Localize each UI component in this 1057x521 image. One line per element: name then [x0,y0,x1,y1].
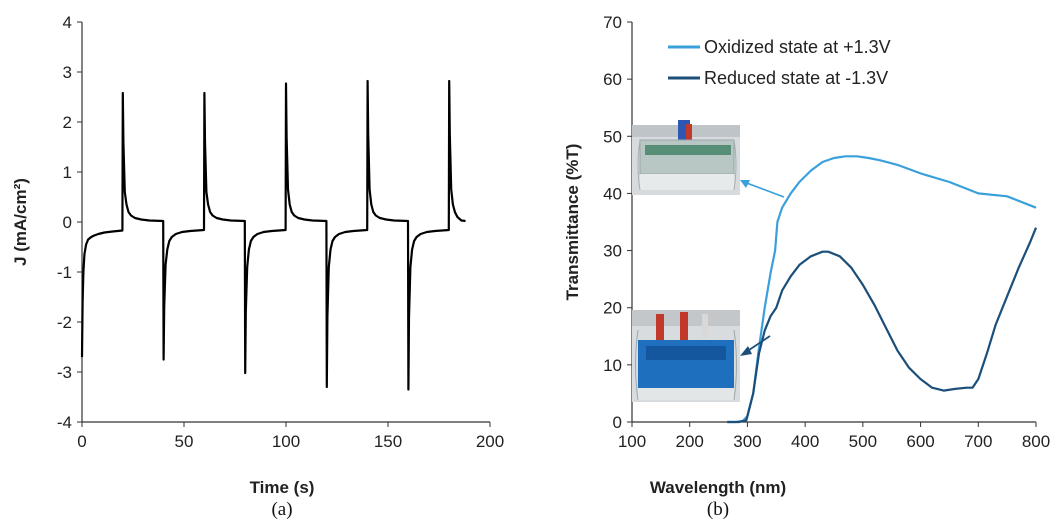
x-tick-label: 400 [791,432,819,451]
x-tick-label: 100 [272,432,300,451]
x-tick-label: 600 [906,432,934,451]
y-tick-label: 0 [63,213,72,232]
x-tick-label: 300 [733,432,761,451]
arrow-oxidized-head [740,180,750,188]
y-tick-label: 0 [613,413,622,432]
chart-a-ylabel: J (mA/cm²) [11,178,30,266]
arrow-oxidized [743,181,785,198]
chart-a: -4 -3 -2 -1 0 1 2 3 4 0 50 100 150 200 Time (s) J (mA… [11,13,504,520]
chart-b-xlabel: Wavelength (nm) [650,478,786,497]
y-tick-label: 2 [63,113,72,132]
y-tick-label: 40 [603,184,622,203]
inset-photo-reduced [632,310,740,402]
arrow-reduced [745,335,771,353]
inset-photo-oxidized [632,120,740,195]
chart-a-lines [80,79,466,391]
x-tick-label: 200 [476,432,504,451]
y-tick-label: -3 [57,363,72,382]
legend-label-reduced: Reduced state at -1.3V [704,68,888,88]
x-tick-label: 200 [676,432,704,451]
series-line-oxidized [727,155,1037,424]
x-tick-label: 100 [618,432,646,451]
chart-b-legend: Oxidized state at +1.3V Reduced state at… [668,37,891,88]
legend-label-oxidized: Oxidized state at +1.3V [704,37,891,57]
chart-b-lines [727,155,1038,424]
y-tick-label: 1 [63,163,72,182]
y-tick-label: 30 [603,242,622,261]
chart-a-xlabel: Time (s) [250,478,315,497]
x-tick-label: 800 [1022,432,1050,451]
series-line-current-density [80,79,466,391]
x-tick-label: 700 [964,432,992,451]
arrow-reduced-head [740,346,752,356]
x-tick-label: 50 [175,432,194,451]
y-tick-label: -2 [57,313,72,332]
series-line-reduced [727,227,1038,424]
y-tick-label: -4 [57,413,72,432]
panel-label-a: (a) [271,499,292,520]
x-tick-label: 0 [77,432,86,451]
x-tick-label: 150 [374,432,402,451]
y-tick-label: 60 [603,70,622,89]
y-tick-label: 70 [603,13,622,32]
y-tick-label: 4 [63,13,72,32]
y-tick-label: 10 [603,356,622,375]
y-tick-label: 50 [603,127,622,146]
y-tick-label: 3 [63,63,72,82]
panel-label-b: (b) [707,499,729,520]
y-tick-label: -1 [57,263,72,282]
y-tick-label: 20 [603,299,622,318]
chart-a-ticks: -4 -3 -2 -1 0 1 2 3 4 0 50 100 150 200 [57,13,504,451]
chart-b-ticks: 0 10 20 30 40 50 60 70 100 200 300 400 500 600 700 800 [603,13,1050,451]
x-tick-label: 500 [849,432,877,451]
chart-b-ylabel: Transmittance (%T) [563,144,582,301]
